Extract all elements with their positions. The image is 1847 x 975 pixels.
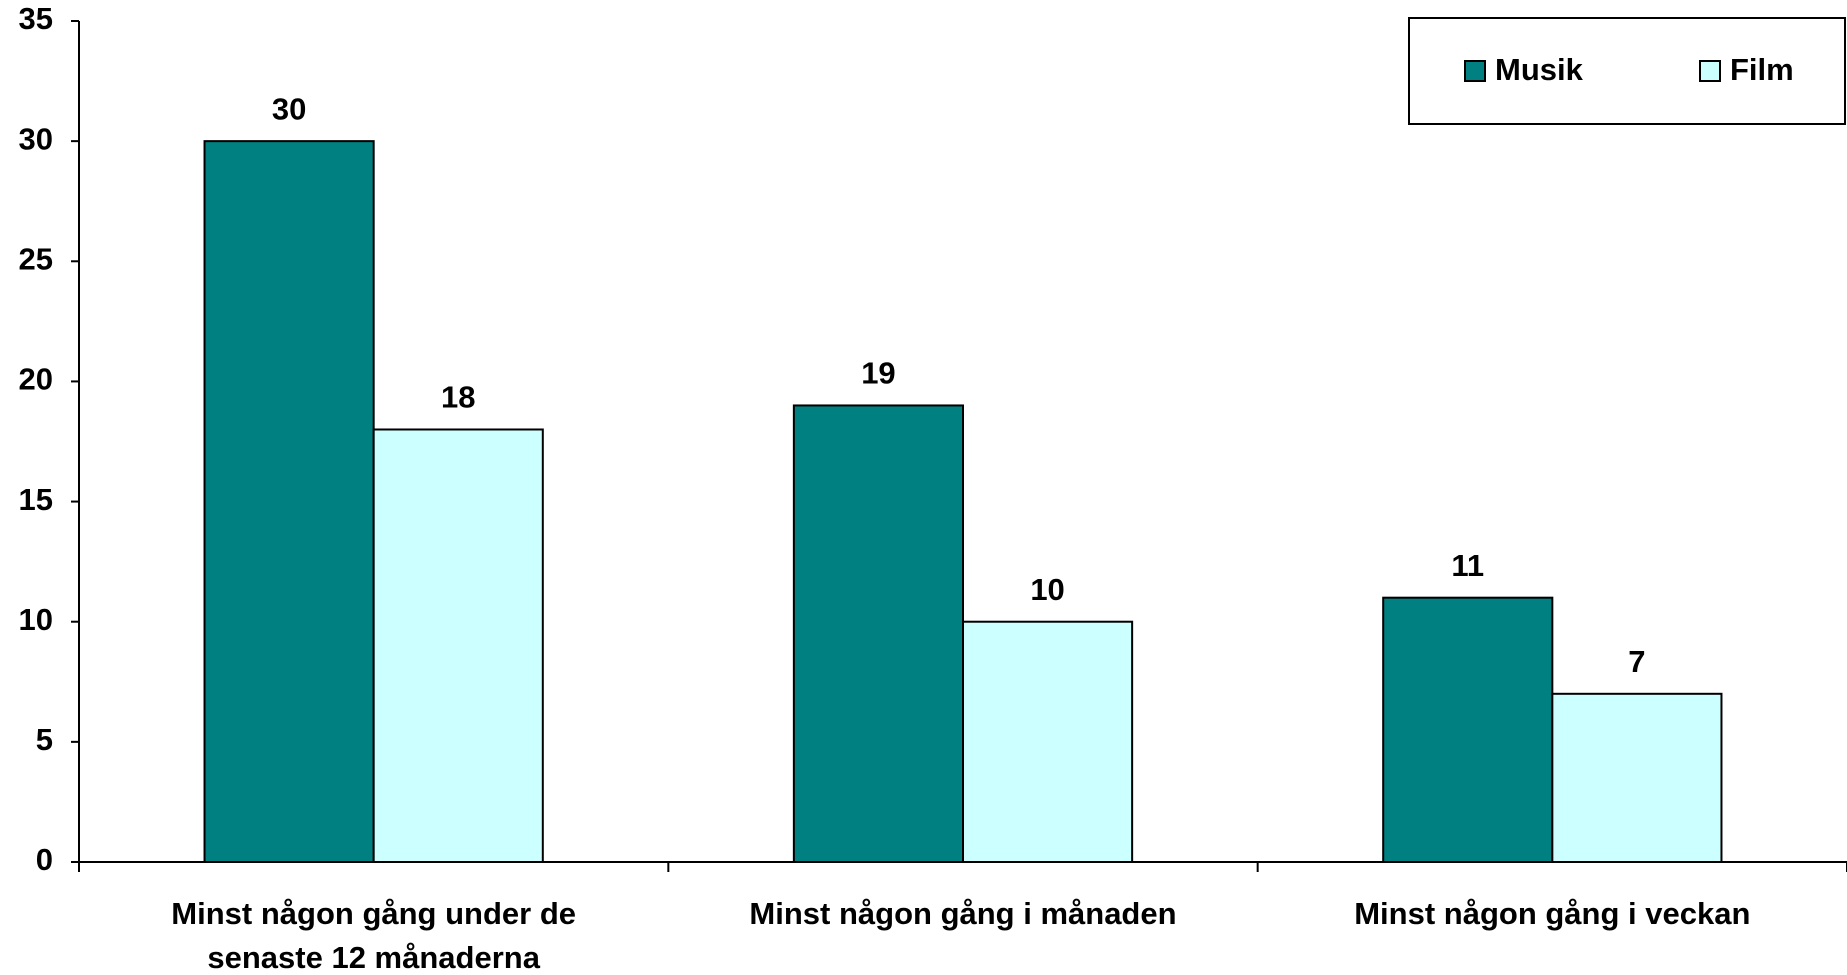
bar [792, 404, 964, 863]
data-label: 19 [861, 356, 895, 391]
x-tick-label: Minst någon gång i månaden [749, 896, 1177, 931]
data-label: 7 [1628, 644, 1645, 679]
data-label: 30 [272, 91, 306, 126]
legend-swatch [1464, 60, 1486, 82]
y-tick-label: 20 [19, 362, 53, 397]
bar [1382, 596, 1554, 864]
bar [1551, 692, 1723, 863]
y-tick-label: 30 [19, 121, 53, 156]
y-tick-label: 0 [36, 842, 53, 877]
y-tick-label: 25 [19, 241, 53, 276]
x-tick-label: Minst någon gång under de senaste 12 mån… [171, 896, 577, 975]
legend-label: Musik [1495, 52, 1584, 87]
y-tick-label: 10 [19, 602, 53, 637]
y-tick-label: 5 [36, 722, 53, 757]
legend-swatch [1699, 60, 1721, 82]
data-label: 18 [441, 380, 475, 415]
bar [962, 620, 1134, 864]
legend-label: Film [1730, 52, 1794, 87]
y-tick-label: 35 [19, 1, 53, 36]
y-tick-label: 15 [19, 482, 53, 517]
data-label: 11 [1451, 548, 1484, 583]
x-tick-label: Minst någon gång i veckan [1354, 896, 1751, 931]
data-label: 10 [1030, 572, 1064, 607]
bar [372, 428, 544, 863]
bar [203, 140, 375, 863]
